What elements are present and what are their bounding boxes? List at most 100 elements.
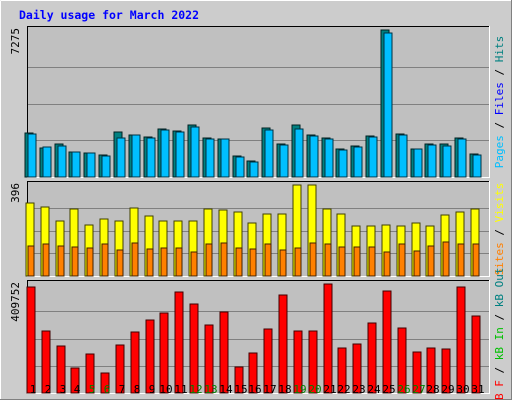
legend-entry-kb-out: kB Out [493, 267, 506, 307]
bar-files-day-6 [101, 155, 111, 178]
bar-files-day-22 [338, 149, 348, 178]
bar-files-day-17 [264, 129, 274, 178]
bar-kbytes-f-day-undefined [263, 328, 273, 394]
day-labels: 1 2 3 4 5 6 7 8 9 10 11 12 13 14 15 16 17 18 19 20 21 22 23 24 2… [30, 383, 485, 396]
bar-kbytes-f-day-undefined [70, 367, 80, 394]
bar-files-day-29 [442, 145, 452, 178]
bar-files-day-30 [457, 138, 467, 178]
bar-kbytes-f-day-undefined [189, 303, 199, 394]
legend-entry-kb-in: kB In [493, 327, 506, 360]
day-label: 23 [352, 383, 365, 396]
bar-kbytes-f-day-undefined [41, 330, 51, 394]
bar-kbytes-f-day-undefined [100, 372, 110, 394]
day-label: 8 [134, 383, 141, 396]
legend-entry-sites: Sites [493, 242, 506, 275]
bar-kbytes-f-day-undefined [219, 311, 229, 394]
bar-sites-day-undefined [368, 246, 376, 277]
bar-sites-day-undefined [413, 250, 421, 277]
day-label: 2 [45, 383, 52, 396]
bar-files-day-11 [175, 131, 185, 178]
legend-entry-/: / [493, 62, 506, 82]
legend-entry-/: / [493, 307, 506, 327]
bar-files-day-14 [220, 138, 230, 178]
bar-files-day-28 [427, 144, 437, 178]
bar-kbytes-f-day-undefined [145, 319, 155, 394]
bar-sites-day-undefined [264, 243, 272, 277]
bar-files-day-9 [146, 137, 156, 178]
bar-files-day-19 [294, 128, 304, 178]
bar-sites-day-undefined [146, 248, 154, 277]
bar-kbytes-f-day-undefined [456, 286, 466, 394]
bar-kbytes-f-day-undefined [115, 344, 125, 394]
bar-files-day-1 [27, 133, 37, 178]
bar-files-day-18 [279, 144, 289, 178]
bar-sites-day-undefined [175, 247, 183, 277]
panel-0-legend: Pages / Files / Hits [493, 36, 506, 169]
bar-kbytes-f-day-undefined [397, 327, 407, 394]
bar-sites-day-undefined [220, 242, 228, 277]
bar-kbytes-f-day-undefined [323, 283, 333, 394]
day-label: 25 [382, 383, 395, 396]
bar-kbytes-f-day-undefined [471, 315, 481, 394]
bar-sites-day-undefined [398, 243, 406, 277]
bar-sites-day-undefined [383, 251, 391, 277]
bar-kbytes-f-day-undefined [293, 330, 303, 394]
bar-files-day-15 [235, 156, 245, 178]
day-label: 3 [60, 383, 67, 396]
bar-sites-day-undefined [472, 243, 480, 277]
chart-title: Daily usage for March 2022 [19, 8, 199, 22]
legend-entry-pages: Pages [493, 135, 506, 168]
bar-files-day-5 [86, 152, 96, 178]
bar-kbytes-f-day-undefined [56, 345, 66, 394]
day-label: 11 [174, 383, 187, 396]
day-label: 18 [278, 383, 291, 396]
day-label: 29 [441, 383, 454, 396]
day-label: 15 [234, 383, 247, 396]
bar-sites-day-undefined [57, 245, 65, 277]
legend-entry-hits: Hits [493, 36, 506, 63]
bar-sites-day-undefined [442, 241, 450, 277]
day-label: 24 [367, 383, 381, 396]
bar-files-day-7 [116, 137, 126, 178]
bar-files-day-24 [368, 136, 378, 178]
bar-files-day-23 [353, 146, 363, 178]
day-label: 21 [323, 383, 336, 396]
panel-1-background [27, 181, 490, 277]
bar-sites-day-undefined [86, 247, 94, 277]
bar-kbytes-f-day-undefined [337, 347, 347, 394]
bar-files-day-31 [472, 154, 482, 178]
day-label: 9 [149, 383, 156, 396]
day-label: 6 [104, 383, 111, 396]
bar-kbytes-f-day-undefined [352, 343, 362, 394]
legend-entry-/: / [493, 360, 506, 380]
bar-files-day-20 [309, 135, 319, 178]
day-label: 16 [248, 383, 261, 396]
bar-sites-day-undefined [309, 242, 317, 277]
bar-kbytes-f-day-undefined [308, 330, 318, 394]
bar-sites-day-undefined [353, 246, 361, 277]
bar-files-day-27 [413, 148, 423, 178]
day-label: 12 [189, 383, 202, 396]
bar-sites-day-undefined [190, 251, 198, 277]
bar-sites-day-undefined [427, 245, 435, 277]
bar-files-day-25 [383, 32, 393, 178]
day-label: 4 [74, 383, 81, 396]
day-label: 20 [308, 383, 321, 396]
day-label: 28 [426, 383, 439, 396]
bar-kbytes-f-day-undefined [382, 290, 392, 394]
bar-sites-day-undefined [131, 242, 139, 277]
bar-files-day-2 [42, 146, 52, 178]
day-label: 7 [119, 383, 126, 396]
bar-files-day-10 [160, 129, 170, 178]
bar-sites-day-undefined [27, 245, 35, 277]
day-label: 26 [397, 383, 410, 396]
bar-sites-day-undefined [235, 247, 243, 277]
bar-sites-day-undefined [71, 246, 79, 277]
bar-sites-day-undefined [294, 247, 302, 277]
bar-sites-day-undefined [279, 249, 287, 277]
bar-files-day-8 [131, 134, 141, 178]
bar-sites-day-undefined [324, 243, 332, 277]
bar-kbytes-f-day-undefined [130, 331, 140, 394]
